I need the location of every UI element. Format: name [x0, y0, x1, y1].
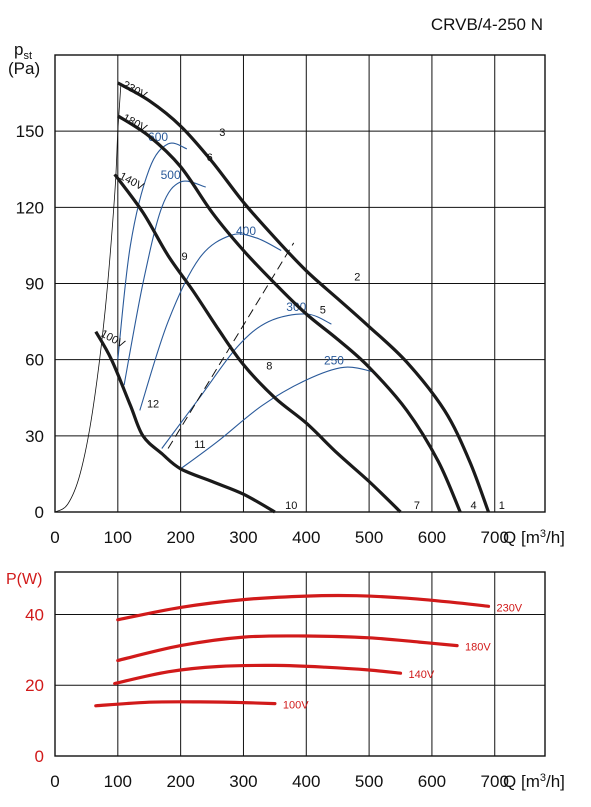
x-tick-label: 200 [166, 528, 194, 547]
point-label: 4 [470, 500, 476, 512]
point-label: 11 [194, 439, 205, 451]
iso-curve-label: 400 [236, 224, 256, 238]
x-tick-label: 600 [418, 772, 446, 791]
y-tick-label: 60 [25, 351, 44, 370]
pressure-curves [94, 81, 490, 514]
x-tick-label: 100 [104, 772, 132, 791]
power-curve [116, 634, 459, 663]
point-label: 3 [219, 127, 225, 139]
x-axis-unit-sup-power: 3 [540, 772, 546, 784]
power-voltage-labels: 230V 180V 140V 100V [283, 602, 523, 711]
y-tick-label: 40 [25, 605, 44, 624]
point-label: 2 [354, 272, 360, 284]
y-tick-label: 150 [16, 122, 44, 141]
x-tick-label: 0 [50, 528, 59, 547]
point-label: 6 [207, 152, 213, 164]
x-tick-label: 200 [166, 772, 194, 791]
power-voltage-label: 100V [283, 700, 309, 712]
x-tick-label: 500 [355, 528, 383, 547]
x-tick-label: 500 [355, 772, 383, 791]
power-voltage-label: 180V [465, 642, 491, 654]
point-label: 1 [499, 500, 505, 512]
chart-title: CRVB/4-250 N [431, 15, 543, 34]
y-axis-unit: (Pa) [8, 59, 40, 78]
iso-curve-label: 500 [161, 168, 181, 182]
x-tick-label: 100 [104, 528, 132, 547]
power-axis-label: P(W) [6, 571, 42, 588]
y-tick-label: 20 [25, 676, 44, 695]
point-label: 12 [147, 398, 159, 410]
pressure-curve [116, 114, 462, 513]
y-tick-label: 0 [35, 747, 44, 766]
x-axis-label-q: Q [503, 528, 516, 547]
y-tick-label: 30 [25, 427, 44, 446]
tick-labels: 0 100 200 300 400 500 600 700 0 30 60 90 120 150 [16, 122, 509, 547]
power-curve [94, 700, 277, 708]
x-tick-label: 700 [481, 528, 509, 547]
power-curves [94, 593, 491, 708]
x-tick-label: 700 [481, 772, 509, 791]
x-tick-label: 600 [418, 528, 446, 547]
power-curve [116, 593, 491, 622]
x-axis-label-power: Q [m3/h] [503, 772, 565, 791]
x-axis-label: Q [m3/h] [503, 528, 565, 547]
x-axis-unit-power: [m [521, 772, 540, 791]
pressure-curve-chart: CRVB/4-250 N 0 100 200 300 400 500 600 700 0 30 60… [8, 15, 565, 547]
system-curve [54, 82, 122, 513]
point-label: 9 [182, 251, 188, 263]
iso-curve [117, 142, 188, 360]
y-axis-label-p: p [14, 40, 23, 59]
point-label: 7 [414, 500, 420, 512]
pressure-curve [94, 330, 276, 514]
iso-curve [180, 366, 376, 470]
y-tick-label: 0 [35, 503, 44, 522]
point-label: 5 [320, 305, 326, 317]
x-axis-unit-end-power: /h] [546, 772, 565, 791]
iso-curve [123, 180, 206, 386]
power-curve [113, 663, 403, 686]
pressure-curve [113, 173, 402, 514]
x-axis-unit-end: /h] [546, 528, 565, 547]
power-voltage-label: 140V [409, 669, 435, 681]
y-axis-label-sub: st [23, 50, 32, 62]
tick-labels-power: 0 100 200 300 400 500 600 700 0 20 40 [25, 605, 509, 791]
x-axis-unit: [m [521, 528, 540, 547]
pressure-curve [117, 81, 490, 513]
iso-curve [139, 233, 282, 411]
plot-frame-power [54, 571, 546, 757]
y-tick-label: 120 [16, 198, 44, 217]
x-tick-label: 400 [292, 772, 320, 791]
x-axis-label-q-power: Q [503, 772, 516, 791]
y-axis-label: pst [14, 40, 32, 62]
x-tick-label: 300 [229, 528, 257, 547]
point-label: 10 [285, 500, 297, 512]
x-tick-label: 300 [229, 772, 257, 791]
y-tick-label: 90 [25, 275, 44, 294]
point-label: 8 [266, 360, 272, 372]
x-tick-label: 400 [292, 528, 320, 547]
iso-curve-label: 250 [324, 353, 344, 367]
power-curve-chart: 0 100 200 300 400 500 600 700 0 20 40 P(W) Q [m3/h… [6, 571, 565, 791]
x-tick-label: 0 [50, 772, 59, 791]
x-axis-unit-sup: 3 [540, 528, 546, 540]
power-voltage-label: 230V [496, 602, 522, 614]
